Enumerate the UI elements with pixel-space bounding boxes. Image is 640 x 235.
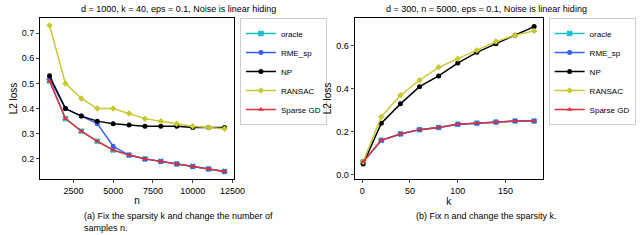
svg-text:Sparse GD: Sparse GD xyxy=(590,106,630,115)
svg-text:0.0: 0.0 xyxy=(336,170,349,180)
svg-text:2500: 2500 xyxy=(63,186,83,196)
svg-text:k: k xyxy=(446,196,452,207)
svg-text:oracle: oracle xyxy=(281,30,303,39)
svg-text:150: 150 xyxy=(498,186,513,196)
svg-text:RANSAC: RANSAC xyxy=(281,87,315,96)
svg-text:0.6: 0.6 xyxy=(22,53,35,63)
svg-text:0.7: 0.7 xyxy=(22,28,35,38)
svg-text:0.6: 0.6 xyxy=(336,41,349,51)
svg-text:0.5: 0.5 xyxy=(22,79,35,89)
svg-text:RANSAC: RANSAC xyxy=(590,87,624,96)
svg-text:0.3: 0.3 xyxy=(22,129,35,139)
svg-text:L2 loss: L2 loss xyxy=(322,83,333,115)
svg-text:0.4: 0.4 xyxy=(22,104,35,114)
svg-text:NP: NP xyxy=(590,68,601,77)
svg-text:n: n xyxy=(134,195,140,206)
svg-text:7500: 7500 xyxy=(143,186,163,196)
svg-text:50: 50 xyxy=(405,186,415,196)
svg-text:12500: 12500 xyxy=(220,186,245,196)
svg-text:RME_sp: RME_sp xyxy=(590,49,621,58)
svg-text:0.2: 0.2 xyxy=(22,154,35,164)
svg-text:(b) Fix n and change the spars: (b) Fix n and change the sparsity k. xyxy=(416,211,557,221)
svg-text:0.2: 0.2 xyxy=(336,127,349,137)
svg-text:100: 100 xyxy=(450,186,465,196)
svg-text:oracle: oracle xyxy=(590,30,612,39)
svg-text:Sparse GD: Sparse GD xyxy=(281,106,321,115)
svg-text:10000: 10000 xyxy=(180,186,205,196)
svg-text:0: 0 xyxy=(360,186,365,196)
svg-text:(a) Fix the sparsity k and cha: (a) Fix the sparsity k and change the nu… xyxy=(84,211,273,233)
svg-text:d = 300, n = 5000, eps = 0.1,: d = 300, n = 5000, eps = 0.1, Noise is l… xyxy=(386,4,587,14)
svg-text:0.4: 0.4 xyxy=(336,84,349,94)
svg-text:L2 loss: L2 loss xyxy=(8,83,19,115)
svg-text:5000: 5000 xyxy=(103,186,123,196)
svg-text:d = 1000, k = 40, eps = 0.1, N: d = 1000, k = 40, eps = 0.1, Noise is li… xyxy=(81,4,276,14)
svg-text:NP: NP xyxy=(281,68,292,77)
svg-text:RME_sp: RME_sp xyxy=(281,49,312,58)
